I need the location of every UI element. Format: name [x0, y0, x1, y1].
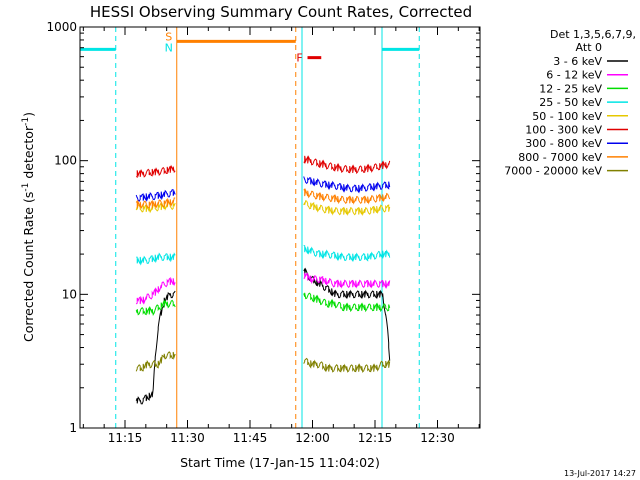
- night-label: N: [165, 41, 173, 54]
- footer-date: 13-Jul-2017 14:27: [564, 469, 636, 478]
- y-label-mid: detector: [21, 125, 36, 183]
- series-line: [303, 267, 391, 361]
- legend-header-line1: Det 1,3,5,6,7,9,: [550, 28, 636, 41]
- y-tick-label: 100: [54, 154, 77, 168]
- series-line: [135, 201, 176, 214]
- series-line: [303, 176, 391, 194]
- x-tick-label: 12:30: [420, 431, 455, 445]
- series-line: [135, 290, 176, 405]
- series-trace: [135, 351, 391, 373]
- y-label-pre: Corrected Count Rate (s: [21, 192, 36, 342]
- x-axis-label: Start Time (17-Jan-15 11:04:02): [180, 455, 380, 470]
- series-line: [135, 276, 176, 305]
- y-label-sup1: -1: [21, 183, 31, 192]
- series-trace: [135, 155, 391, 178]
- y-tick-label: 1000: [46, 20, 77, 34]
- series-line: [303, 244, 391, 263]
- x-tick-label: 11:15: [108, 431, 143, 445]
- legend-label: 25 - 50 keV: [539, 96, 602, 109]
- x-tick-label: 12:15: [358, 431, 393, 445]
- axes-layer: 11:15 11:30 11:45 12:00 12:15 12:30 1 10 100 1000: [46, 20, 480, 445]
- series-trace: [135, 187, 391, 210]
- series-line: [135, 164, 176, 178]
- series-trace: [135, 272, 391, 305]
- y-tick-label: 1: [69, 421, 77, 435]
- series-line: [303, 155, 391, 175]
- series-trace: [135, 267, 391, 405]
- legend-label: 100 - 300 keV: [525, 124, 602, 137]
- saa-label: S: [165, 30, 172, 43]
- series-line: [303, 187, 391, 205]
- chart-title: HESSI Observing Summary Count Rates, Cor…: [90, 3, 472, 21]
- x-tick-label: 12:00: [295, 431, 330, 445]
- flare-label: F: [296, 52, 302, 65]
- legend-label: 800 - 7000 keV: [518, 151, 602, 164]
- series-line: [135, 299, 176, 317]
- series-line: [136, 252, 176, 266]
- series-trace: [135, 176, 391, 202]
- series-layer: [135, 155, 391, 405]
- legend-header-line2: Att 0: [576, 41, 602, 54]
- legend-label: 12 - 25 keV: [539, 82, 602, 95]
- x-tick-label: 11:45: [233, 431, 268, 445]
- series-line: [135, 189, 176, 202]
- plot-frame: [79, 26, 481, 429]
- series-line: [303, 200, 391, 217]
- x-tick-label: 11:30: [170, 431, 205, 445]
- legend-label: 300 - 800 keV: [525, 137, 602, 150]
- legend-label: 7000 - 20000 keV: [504, 165, 602, 178]
- series-line: [303, 292, 391, 313]
- series-line: [135, 197, 176, 210]
- series-line: [135, 351, 176, 372]
- series-line: [303, 357, 391, 373]
- series-trace: [135, 292, 391, 317]
- series-trace: [135, 200, 391, 217]
- series-trace: [136, 244, 391, 266]
- y-label-post: ): [21, 112, 36, 117]
- y-label-sup2: -1: [21, 117, 31, 126]
- series-line: [303, 272, 391, 290]
- legend-label: 6 - 12 keV: [546, 69, 602, 82]
- y-tick-label: 10: [62, 287, 77, 301]
- y-axis-label: Corrected Count Rate (s-1 detector-1): [21, 112, 36, 342]
- annotation-layer: SN F: [79, 27, 420, 428]
- legend-label: 50 - 100 keV: [532, 110, 602, 123]
- legend-label: 3 - 6 keV: [553, 55, 602, 68]
